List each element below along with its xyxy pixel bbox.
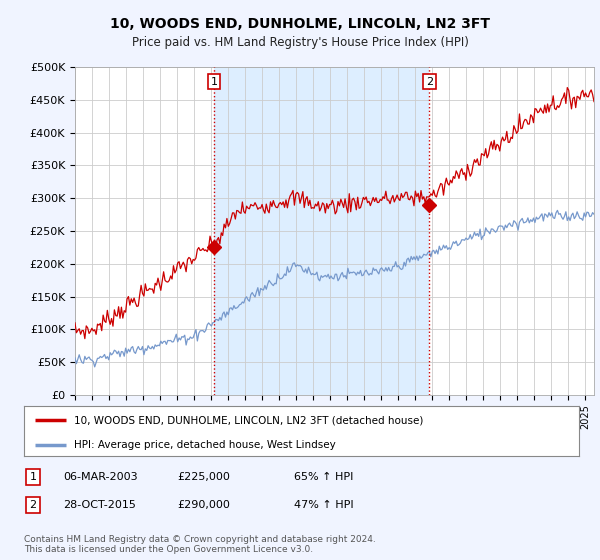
Text: Contains HM Land Registry data © Crown copyright and database right 2024.
This d: Contains HM Land Registry data © Crown c… (24, 535, 376, 554)
Text: 2: 2 (426, 77, 433, 87)
Text: £225,000: £225,000 (177, 472, 230, 482)
Text: Price paid vs. HM Land Registry's House Price Index (HPI): Price paid vs. HM Land Registry's House … (131, 36, 469, 49)
Text: HPI: Average price, detached house, West Lindsey: HPI: Average price, detached house, West… (74, 440, 336, 450)
Text: 65% ↑ HPI: 65% ↑ HPI (294, 472, 353, 482)
Text: 10, WOODS END, DUNHOLME, LINCOLN, LN2 3FT (detached house): 10, WOODS END, DUNHOLME, LINCOLN, LN2 3F… (74, 415, 424, 425)
Text: £290,000: £290,000 (177, 500, 230, 510)
Text: 28-OCT-2015: 28-OCT-2015 (63, 500, 136, 510)
Text: 1: 1 (211, 77, 218, 87)
Text: 1: 1 (29, 472, 37, 482)
Text: 10, WOODS END, DUNHOLME, LINCOLN, LN2 3FT: 10, WOODS END, DUNHOLME, LINCOLN, LN2 3F… (110, 17, 490, 31)
Text: 47% ↑ HPI: 47% ↑ HPI (294, 500, 353, 510)
Text: 06-MAR-2003: 06-MAR-2003 (63, 472, 137, 482)
Bar (214, 67, 430, 395)
Text: 2: 2 (29, 500, 37, 510)
